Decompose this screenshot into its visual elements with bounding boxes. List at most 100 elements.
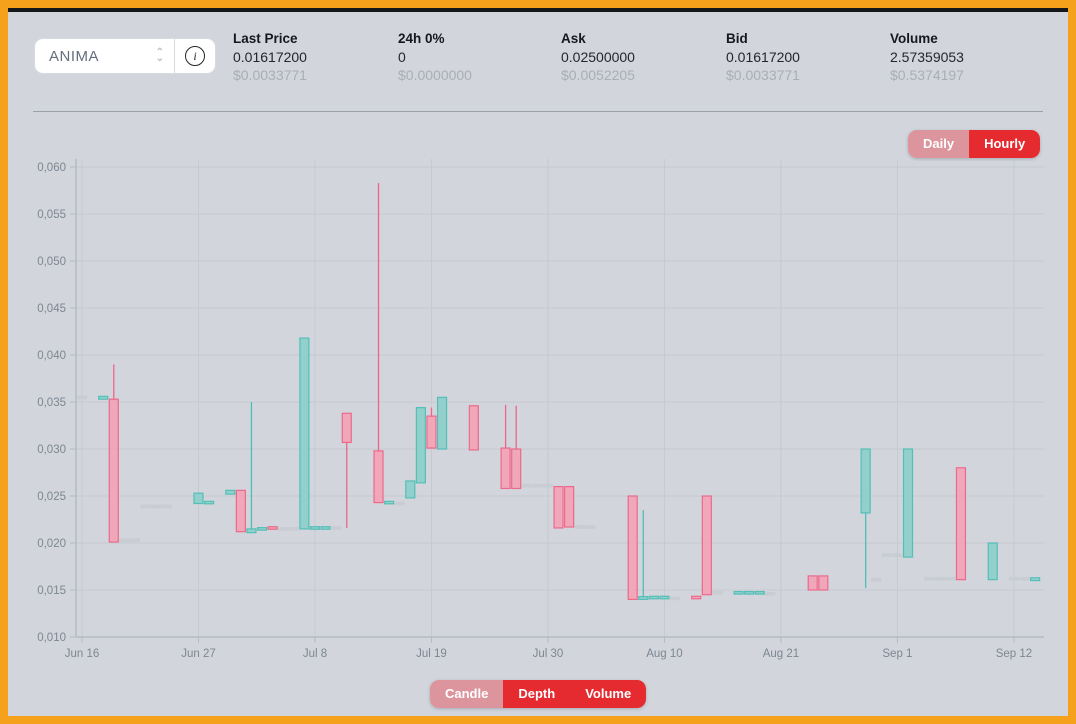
svg-text:0,045: 0,045 [37, 303, 66, 315]
candle [405, 480, 416, 499]
price-chart[interactable]: 0,060 0,055 0,050 0,045 0,040 0,035 0,030 0,025… [8, 8, 1068, 716]
stat-sub-value: $0.0000000 [398, 67, 472, 83]
candle [415, 407, 426, 484]
candle [140, 504, 151, 509]
candle [691, 595, 702, 600]
stat-label: 24h 0% [398, 31, 445, 46]
candle [161, 504, 172, 509]
candle [564, 486, 575, 528]
stat-last-price: Last Price 0.01617200 $0.0033771 [233, 30, 393, 84]
candle [225, 489, 236, 495]
header-divider [33, 111, 1043, 112]
candle [373, 450, 384, 504]
stat-sub-value: $0.5374197 [890, 67, 964, 83]
pair-select-box: ANIMA ⌃ ⌄ i [34, 38, 216, 74]
candle [256, 527, 268, 531]
daily-button[interactable]: Daily [908, 130, 970, 158]
svg-text:0,055: 0,055 [37, 209, 66, 221]
svg-text:0,015: 0,015 [37, 585, 66, 597]
svg-text:Jul 8: Jul 8 [303, 648, 327, 660]
candle [288, 527, 299, 531]
svg-text:Sep 12: Sep 12 [996, 648, 1032, 660]
candle [235, 489, 246, 533]
candle [945, 576, 956, 581]
candle [521, 483, 532, 488]
candle [807, 575, 818, 591]
candle [341, 412, 352, 444]
candle [1008, 576, 1020, 581]
candle [754, 590, 765, 595]
candle [331, 526, 342, 530]
candle [955, 467, 967, 581]
candle [712, 590, 723, 595]
candle [246, 528, 257, 534]
stat-label: Bid [726, 31, 748, 46]
svg-text:0,035: 0,035 [37, 397, 66, 409]
candle [648, 595, 659, 600]
svg-text:Jul 30: Jul 30 [533, 648, 564, 660]
candle [309, 526, 321, 530]
stat-label: Volume [890, 31, 938, 46]
candle [701, 495, 712, 596]
app-page: 0,060 0,055 0,050 0,045 0,040 0,035 0,030 0,025… [8, 8, 1068, 716]
volume-view-button[interactable]: Volume [570, 680, 647, 708]
candle [574, 525, 585, 529]
stat-label: Last Price [233, 31, 298, 46]
stat-sub-value: $0.0052205 [561, 67, 635, 83]
stat-ask: Ask 0.02500000 $0.0052205 [561, 30, 721, 84]
candle [638, 595, 649, 601]
candle [934, 576, 945, 581]
hourly-button[interactable]: Hourly [969, 130, 1041, 158]
candle [532, 483, 543, 488]
candle-view-button[interactable]: Candle [430, 680, 504, 708]
view-toggle: Candle Depth Volume [430, 680, 647, 708]
stat-sub-value: $0.0033771 [726, 67, 800, 83]
stat-value: 0.02500000 [561, 49, 635, 65]
candle [892, 553, 903, 558]
y-axis-labels: 0,060 0,055 0,050 0,045 0,040 0,035 0,030 0,025… [37, 162, 76, 644]
candle [733, 590, 744, 595]
candle [1019, 576, 1030, 581]
candle [98, 395, 109, 400]
candle [193, 492, 204, 505]
stat-bid: Bid 0.01617200 $0.0033771 [726, 30, 886, 84]
candle [267, 526, 278, 530]
candle [860, 448, 871, 514]
depth-view-button[interactable]: Depth [503, 680, 571, 708]
stat-volume: Volume 2.57359053 $0.5374197 [890, 30, 1050, 84]
candle [553, 486, 564, 529]
candle [320, 526, 331, 530]
stat-value: 2.57359053 [890, 49, 964, 65]
candle [468, 405, 479, 451]
candle [627, 495, 638, 601]
svg-text:Jul 19: Jul 19 [416, 648, 447, 660]
info-button[interactable]: i [174, 39, 215, 73]
candle [902, 448, 914, 558]
candles [76, 182, 1041, 601]
candle [500, 447, 511, 490]
chart-grid [76, 159, 1044, 638]
candle [659, 595, 670, 600]
svg-text:0,040: 0,040 [37, 350, 66, 362]
top-divider-bar [8, 8, 1068, 12]
stat-value: 0.01617200 [233, 49, 307, 65]
stat-label: Ask [561, 31, 586, 46]
pair-select[interactable]: ANIMA ⌃ ⌄ [35, 39, 174, 73]
candle [669, 596, 681, 601]
candle [278, 527, 289, 531]
candle [151, 504, 162, 509]
svg-text:0,050: 0,050 [37, 256, 66, 268]
svg-text:0,010: 0,010 [37, 632, 66, 644]
svg-text:Aug 21: Aug 21 [763, 648, 799, 660]
chevron-up-down-icon: ⌃ ⌄ [155, 47, 164, 64]
stat-value: 0.01617200 [726, 49, 800, 65]
candle [436, 396, 448, 450]
candle [426, 415, 437, 449]
candle [394, 501, 405, 506]
candle [108, 398, 119, 543]
candle [871, 577, 882, 582]
candle [384, 500, 395, 505]
candle [924, 576, 935, 581]
candle [511, 448, 522, 490]
info-icon: i [185, 46, 205, 66]
